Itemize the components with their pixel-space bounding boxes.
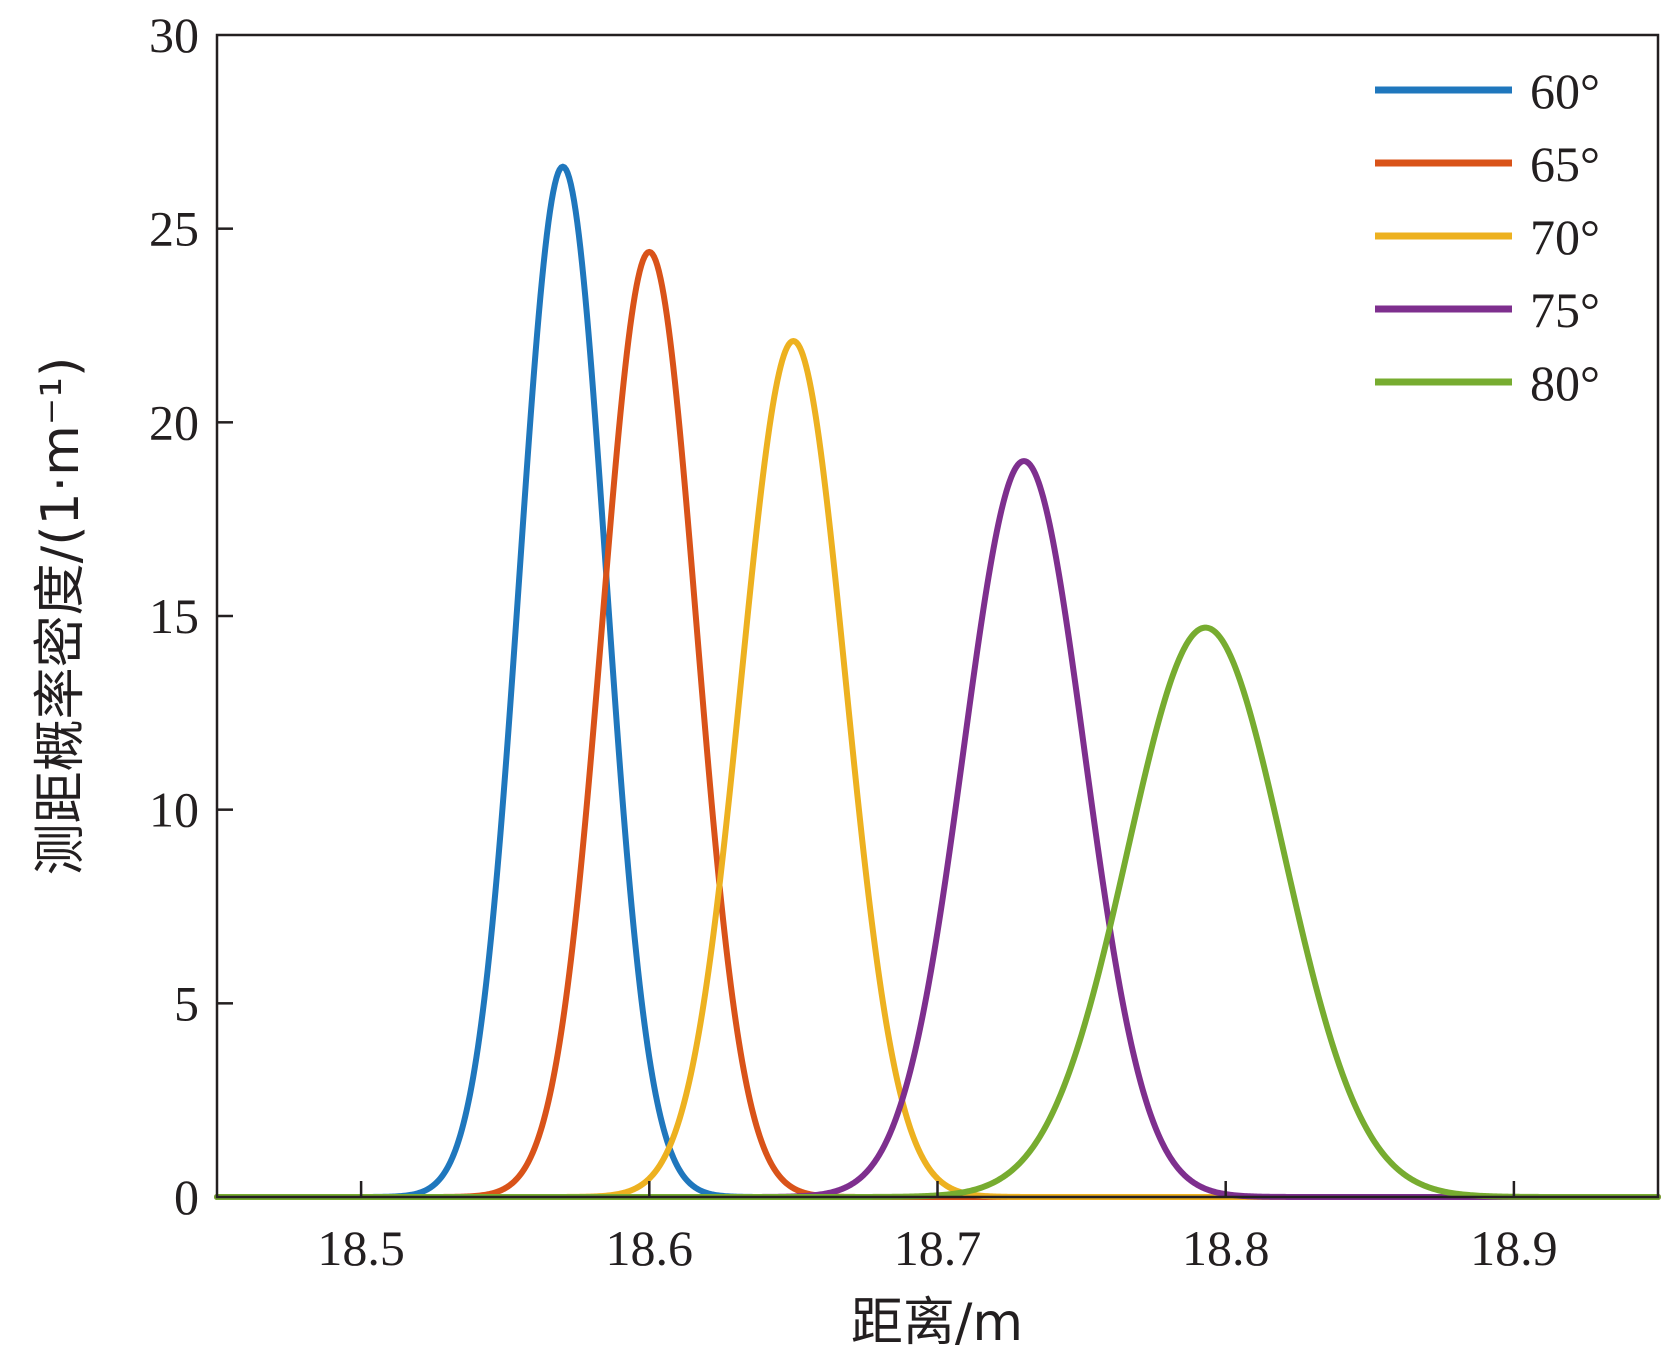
x-tick-label: 18.5 [317,1220,405,1276]
x-tick-label: 18.7 [894,1220,982,1276]
y-tick-label: 10 [149,782,199,838]
x-axis-label: 距离/m [851,1293,1023,1353]
series-line-2 [214,248,1661,1200]
series-line-5 [214,624,1661,1200]
y-tick-label: 30 [149,7,199,63]
y-tick-label: 20 [149,394,199,450]
legend-label-4: 75° [1530,282,1600,338]
y-tick-label: 15 [149,588,199,644]
legend-label-5: 80° [1530,355,1600,411]
y-axis-label: 测距概率密度/(1·m⁻¹) [31,357,91,876]
legend: 60° 65° 70° 75° 80° [1375,63,1600,411]
series-line-1 [214,163,1661,1200]
y-axis: 0 5 10 15 20 25 30 [149,7,233,1225]
x-tick-label: 18.9 [1470,1220,1558,1276]
y-tick-label: 0 [174,1169,199,1225]
y-tick-label: 25 [149,201,199,257]
legend-label-2: 65° [1530,136,1600,192]
y-tick-label: 5 [174,975,199,1031]
series-line-4 [214,458,1661,1200]
series-layer [214,163,1661,1200]
x-tick-label: 18.6 [606,1220,694,1276]
legend-label-3: 70° [1530,209,1600,265]
x-axis: 18.5 18.6 18.7 18.8 18.9 [317,1181,1558,1276]
series-line-3 [214,337,1661,1200]
legend-label-1: 60° [1530,63,1600,119]
x-tick-label: 18.8 [1182,1220,1270,1276]
plot-frame [215,33,1660,1199]
